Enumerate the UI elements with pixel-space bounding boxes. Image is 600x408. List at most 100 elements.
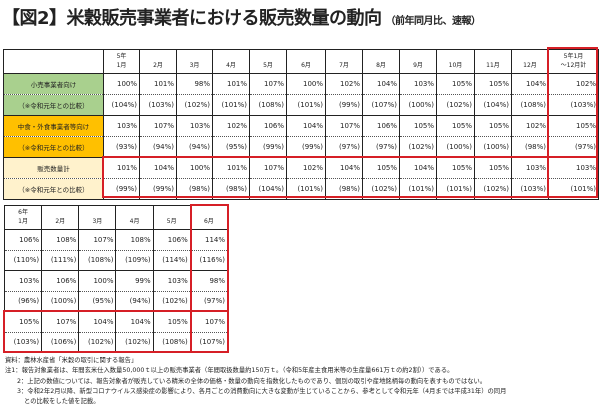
table-row: (96%) (100%) (95%) (94%) (102%) (97%) [3,291,229,312]
value-cell: (104%) [103,94,140,116]
value-cell: (111%) [41,250,80,271]
value-cell: (98%) [176,178,213,200]
month-header: 10月 [436,49,475,74]
table-row: 103% 106% 100% 99% 103% 98% [3,270,229,292]
row-label: 中食・外食事業者等向け [3,115,104,137]
value-cell: (103%) [511,178,549,200]
value-cell: (103%) [548,94,599,116]
value-cell: (96%) [3,291,43,312]
value-cell: 102% [325,73,363,95]
value-cell: 99% [115,270,154,292]
footnotes: 資料：農林水産省「米穀の取引に関する報告」 注1：報告対象業者は、年間玄米仕入数… [5,356,506,407]
month-header: 9月 [399,49,437,74]
month-header: 4月 [115,205,154,230]
month-header: 12月 [511,49,549,74]
value-cell: 104% [325,157,363,179]
note-1: 注1：報告対象業者は、年間玄米仕入数量50,000ｔ以上の販売事業者（年間取扱数… [5,367,454,375]
value-cell: (104%) [249,178,287,200]
value-cell: 105% [474,73,512,95]
value-cell: 105% [152,311,191,333]
value-cell: 104% [511,73,549,95]
value-cell: (108%) [78,250,117,271]
value-cell: 106% [362,115,400,137]
sales-table-2024: 6年 1月 2月 3月 4月 5月 6月 106% 108% 107% 108% 106% 114%(… [3,205,229,353]
row-label: （※令和元年との比較） [3,178,104,200]
value-cell: (98%) [511,136,549,158]
month-header: 5年 1月 [103,49,140,74]
month-header: 3月 [176,49,213,74]
value-cell: (107%) [362,94,400,116]
value-cell: (103%) [3,332,43,353]
value-cell: (109%) [115,250,154,271]
source-note: 資料：農林水産省「米穀の取引に関する報告」 [5,357,138,364]
value-cell: (106%) [41,332,80,353]
month-header: 8月 [362,49,400,74]
value-cell: (102%) [78,332,117,353]
sales-table-2023: 5年 1月 2月 3月 4月 5月 6月 7月 8月 9月 10月 11月 12月 5年1月 ～12月計… [3,49,599,200]
value-cell: 103% [399,73,437,95]
note-2: 2：上記の数値については、報告対象者が販売している精米の全体の価格・数量の動向を… [17,377,487,385]
value-cell: (99%) [103,178,140,200]
value-cell: 101% [139,73,177,95]
value-cell: 106% [3,229,43,251]
month-header: 4月 [212,49,250,74]
value-cell: 101% [212,157,250,179]
value-cell: 100% [103,73,140,95]
value-cell: 100% [176,157,213,179]
value-cell: (104%) [474,94,512,116]
value-cell: (114%) [152,250,191,271]
month-header: 11月 [474,49,512,74]
table-row: 中食・外食事業者等向け 103% 107% 103% 102% 106% 104% 107% 1… [3,115,599,137]
value-cell: 107% [78,229,117,251]
value-cell: 105% [474,157,512,179]
value-cell: 104% [78,311,117,333]
value-cell: (102%) [115,332,154,353]
month-header: 5年1月 ～12月計 [548,49,599,74]
value-cell: (97%) [325,136,363,158]
value-cell: 103% [176,115,213,137]
value-cell: (100%) [474,136,512,158]
value-cell: 103% [548,157,599,179]
value-cell: (100%) [41,291,80,312]
value-cell: 107% [189,311,229,333]
value-cell: (95%) [78,291,117,312]
value-cell: (99%) [139,178,177,200]
subtitle: （前年同月比、速報） [385,16,482,27]
value-cell: (97%) [548,136,599,158]
value-cell: (108%) [152,332,191,353]
value-cell: (97%) [362,136,400,158]
value-cell: (101%) [286,178,326,200]
page-title: 【図2】米穀販売事業者における販売数量の動向 （前年同月比、速報） [2,4,481,30]
value-cell: (108%) [249,94,287,116]
header-row: 6年 1月 2月 3月 4月 5月 6月 [3,205,229,230]
value-cell: (97%) [189,291,229,312]
value-cell: 105% [436,115,475,137]
value-cell: (102%) [399,136,437,158]
value-cell: (98%) [212,178,250,200]
month-header: 6月 [189,205,229,230]
value-cell: (99%) [249,136,287,158]
table-row: (110%) (111%) (108%) (109%) (114%) (116%) [3,250,229,271]
value-cell: 101% [212,73,250,95]
value-cell: 108% [115,229,154,251]
value-cell: (102%) [474,178,512,200]
row-label: 小売事業者向け [3,73,104,95]
value-cell: (108%) [511,94,549,116]
value-cell: (101%) [548,178,599,200]
value-cell: 114% [189,229,229,251]
table-row: （※令和元年との比較） (104%) (103%) (102%) (101%) (108%… [3,94,599,116]
value-cell: (103%) [139,94,177,116]
value-cell: (98%) [325,178,363,200]
value-cell: 108% [41,229,80,251]
value-cell: 102% [548,73,599,95]
value-cell: 105% [3,311,43,333]
title-text: 【図2】米穀販売事業者における販売数量の動向 [2,8,382,29]
month-header: 6年 1月 [3,205,43,230]
note-3: 3：令和2年2月以降、新型コロナウイルス感染症の影響により、各月ごとの消費動向に… [17,387,507,395]
value-cell: 103% [103,115,140,137]
month-header: 7月 [325,49,363,74]
value-cell: 105% [399,115,437,137]
value-cell: 102% [286,157,326,179]
value-cell: (95%) [212,136,250,158]
value-cell: (94%) [115,291,154,312]
